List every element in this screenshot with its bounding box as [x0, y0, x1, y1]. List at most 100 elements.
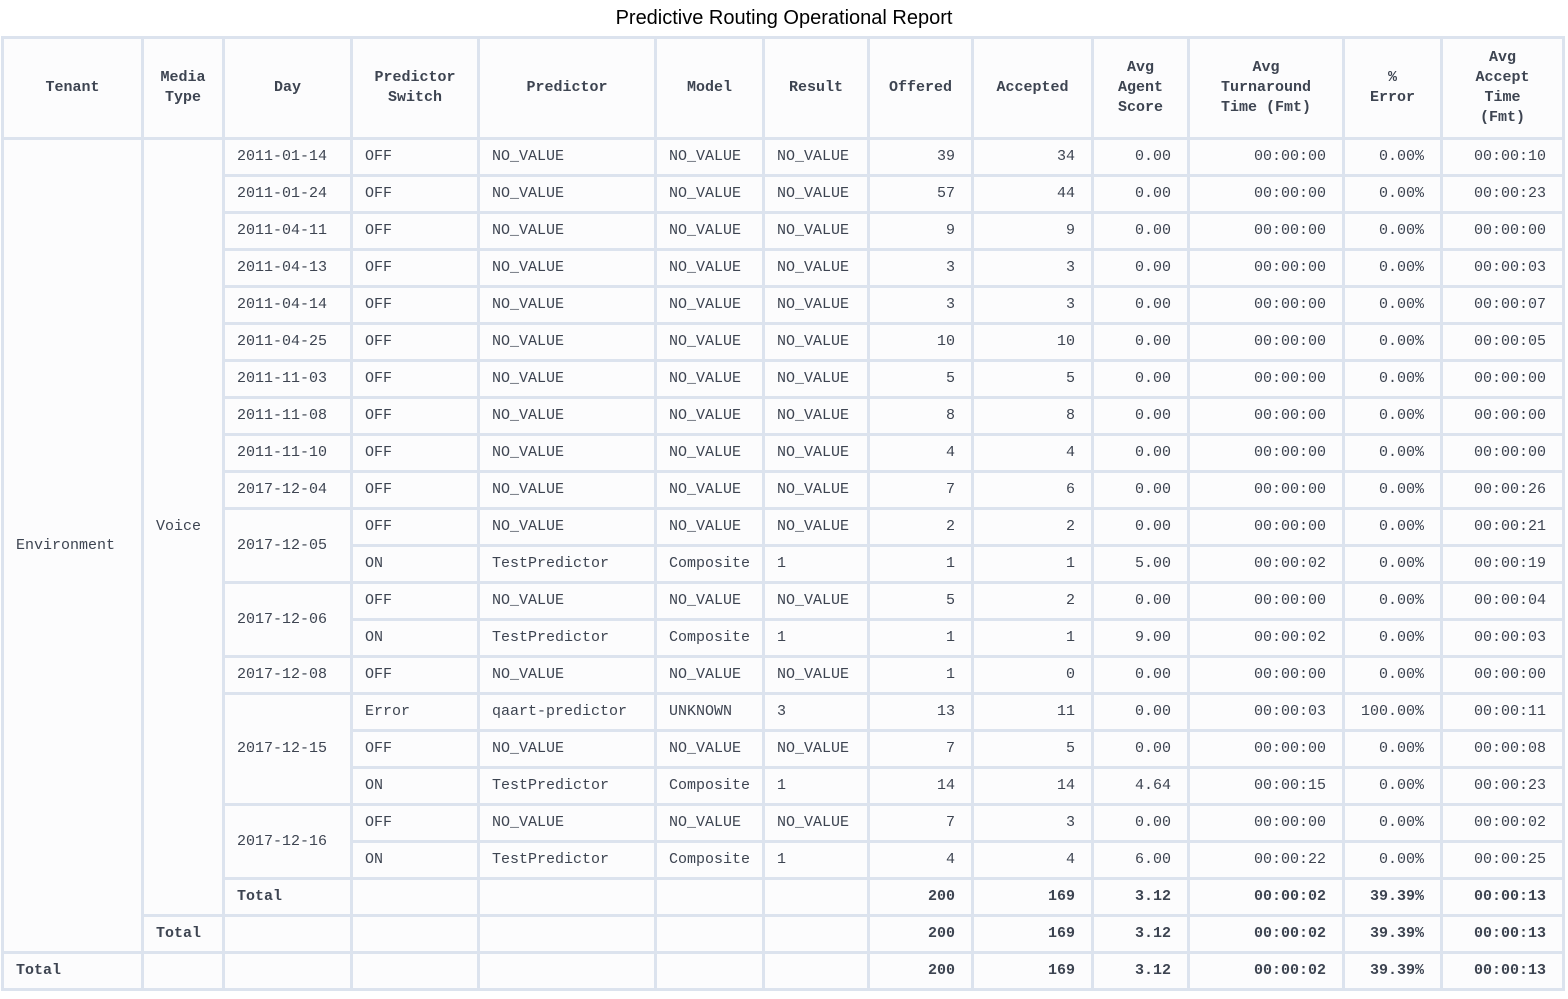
cell-accepted: 3 [974, 288, 1091, 322]
cell-predictor-switch: ON [353, 547, 477, 581]
cell-result: NO_VALUE [765, 658, 867, 692]
table-row: 2011-11-10 OFF NO_VALUE NO_VALUE NO_VALUE 4 4 0… [4, 436, 1562, 470]
cell-avg-agent-score: 0.00 [1094, 732, 1187, 766]
cell-avg-turnaround-time: 00:00:00 [1190, 288, 1342, 322]
cell-avg-agent-score: 0.00 [1094, 806, 1187, 840]
cell-accepted: 9 [974, 214, 1091, 248]
cell-offered: 1 [870, 547, 971, 581]
cell-day: 2017-12-06 [225, 584, 350, 655]
cell-model: NO_VALUE [657, 399, 762, 433]
cell-result: NO_VALUE [765, 362, 867, 396]
cell-avg-accept-time: 00:00:00 [1443, 362, 1562, 396]
cell-result: NO_VALUE [765, 399, 867, 433]
cell-avg-agent-score: 3.12 [1094, 954, 1187, 988]
cell-predictor-switch: OFF [353, 473, 477, 507]
cell-accepted: 4 [974, 843, 1091, 877]
cell-pct-error: 0.00% [1345, 547, 1440, 581]
cell-predictor: TestPredictor [480, 843, 654, 877]
cell-avg-turnaround-time: 00:00:00 [1190, 399, 1342, 433]
table-row: 2011-04-14 OFF NO_VALUE NO_VALUE NO_VALUE 3 3 0… [4, 288, 1562, 322]
cell-avg-agent-score: 0.00 [1094, 288, 1187, 322]
cell-avg-agent-score: 0.00 [1094, 473, 1187, 507]
cell-avg-agent-score: 0.00 [1094, 658, 1187, 692]
cell-accepted: 2 [974, 584, 1091, 618]
cell-avg-accept-time: 00:00:03 [1443, 251, 1562, 285]
table-row: OFF NO_VALUE NO_VALUE NO_VALUE 7 5 0.00 00:00:0… [4, 732, 1562, 766]
cell-avg-turnaround-time: 00:00:00 [1190, 806, 1342, 840]
cell-avg-accept-time: 00:00:07 [1443, 288, 1562, 322]
column-header-pct-error: % Error [1345, 39, 1440, 137]
cell-avg-accept-time: 00:00:00 [1443, 436, 1562, 470]
cell-day: 2011-04-13 [225, 251, 350, 285]
cell-predictor-switch: OFF [353, 362, 477, 396]
cell-accepted: 169 [974, 954, 1091, 988]
cell-model: Composite [657, 843, 762, 877]
cell-accepted: 14 [974, 769, 1091, 803]
table-header: Tenant Media Type Day Predictor Switch Predi… [4, 39, 1562, 137]
cell-avg-agent-score: 0.00 [1094, 362, 1187, 396]
cell-avg-turnaround-time: 00:00:00 [1190, 510, 1342, 544]
table-row: 2017-12-15 Error qaart-predictor UNKNOWN 3 13… [4, 695, 1562, 803]
cell-model-empty [657, 917, 762, 951]
cell-predictor-switch-empty [353, 954, 477, 988]
cell-model: NO_VALUE [657, 140, 762, 174]
cell-avg-accept-time: 00:00:23 [1443, 177, 1562, 211]
cell-predictor: NO_VALUE [480, 658, 654, 692]
cell-result: NO_VALUE [765, 177, 867, 211]
column-header-avg-turnaround-time: Avg Turnaround Time (Fmt) [1190, 39, 1342, 137]
total-row-media-type: Total 200 169 3.12 00:00:02 39.39% 00:00:13 [4, 917, 1562, 951]
cell-day-empty [225, 954, 350, 988]
table-row: 2011-04-11 OFF NO_VALUE NO_VALUE NO_VALUE 9 9 0… [4, 214, 1562, 248]
cell-day: 2011-11-10 [225, 436, 350, 470]
cell-predictor-switch-empty [353, 917, 477, 951]
cell-avg-turnaround-time: 00:00:00 [1190, 325, 1342, 359]
cell-avg-turnaround-time: 00:00:02 [1190, 917, 1342, 951]
cell-avg-accept-time: 00:00:19 [1443, 547, 1562, 581]
cell-pct-error: 0.00% [1345, 362, 1440, 396]
cell-avg-agent-score: 0.00 [1094, 251, 1187, 285]
cell-accepted: 3 [974, 806, 1091, 840]
cell-offered: 200 [870, 917, 971, 951]
cell-avg-agent-score: 6.00 [1094, 843, 1187, 877]
cell-result: 3 [765, 695, 867, 729]
cell-result: NO_VALUE [765, 140, 867, 174]
cell-result: NO_VALUE [765, 806, 867, 840]
table-row: ON TestPredictor Composite 1 4 4 6.00 00:00:22 0… [4, 843, 1562, 877]
cell-pct-error: 0.00% [1345, 732, 1440, 766]
cell-avg-accept-time: 00:00:25 [1443, 843, 1562, 877]
cell-model: NO_VALUE [657, 436, 762, 470]
cell-avg-turnaround-time: 00:00:00 [1190, 436, 1342, 470]
table-row: 2017-12-16 OFF NO_VALUE NO_VALUE NO_VALUE 7 3 0… [4, 806, 1562, 877]
table-row: 2011-11-08 OFF NO_VALUE NO_VALUE NO_VALUE 8 8 0… [4, 399, 1562, 433]
cell-model: NO_VALUE [657, 362, 762, 396]
cell-accepted: 169 [974, 880, 1091, 914]
cell-accepted: 34 [974, 140, 1091, 174]
cell-offered: 4 [870, 436, 971, 470]
cell-avg-agent-score: 3.12 [1094, 917, 1187, 951]
cell-predictor-switch: OFF [353, 658, 477, 692]
column-header-model: Model [657, 39, 762, 137]
cell-model: NO_VALUE [657, 473, 762, 507]
cell-avg-turnaround-time: 00:00:00 [1190, 362, 1342, 396]
table-row: ON TestPredictor Composite 1 1 1 9.00 00:00:02 0… [4, 621, 1562, 655]
total-row-day: Total 200 169 3.12 00:00:02 39.39% 00:00:13 [4, 880, 1562, 914]
cell-predictor: NO_VALUE [480, 177, 654, 211]
cell-predictor: NO_VALUE [480, 251, 654, 285]
cell-pct-error: 0.00% [1345, 473, 1440, 507]
cell-predictor: NO_VALUE [480, 214, 654, 248]
cell-accepted: 169 [974, 917, 1091, 951]
cell-media-type: Voice [144, 140, 222, 914]
cell-result: 1 [765, 843, 867, 877]
cell-tenant-total-label: Total [4, 954, 141, 988]
cell-avg-turnaround-time: 00:00:02 [1190, 954, 1342, 988]
cell-model: NO_VALUE [657, 288, 762, 322]
cell-offered: 57 [870, 177, 971, 211]
cell-pct-error: 0.00% [1345, 214, 1440, 248]
cell-day: 2017-12-04 [225, 473, 350, 507]
cell-avg-turnaround-time: 00:00:00 [1190, 658, 1342, 692]
cell-avg-turnaround-time: 00:00:02 [1190, 880, 1342, 914]
cell-offered: 39 [870, 140, 971, 174]
cell-avg-accept-time: 00:00:04 [1443, 584, 1562, 618]
cell-accepted: 5 [974, 732, 1091, 766]
cell-media-type-empty [144, 954, 222, 988]
